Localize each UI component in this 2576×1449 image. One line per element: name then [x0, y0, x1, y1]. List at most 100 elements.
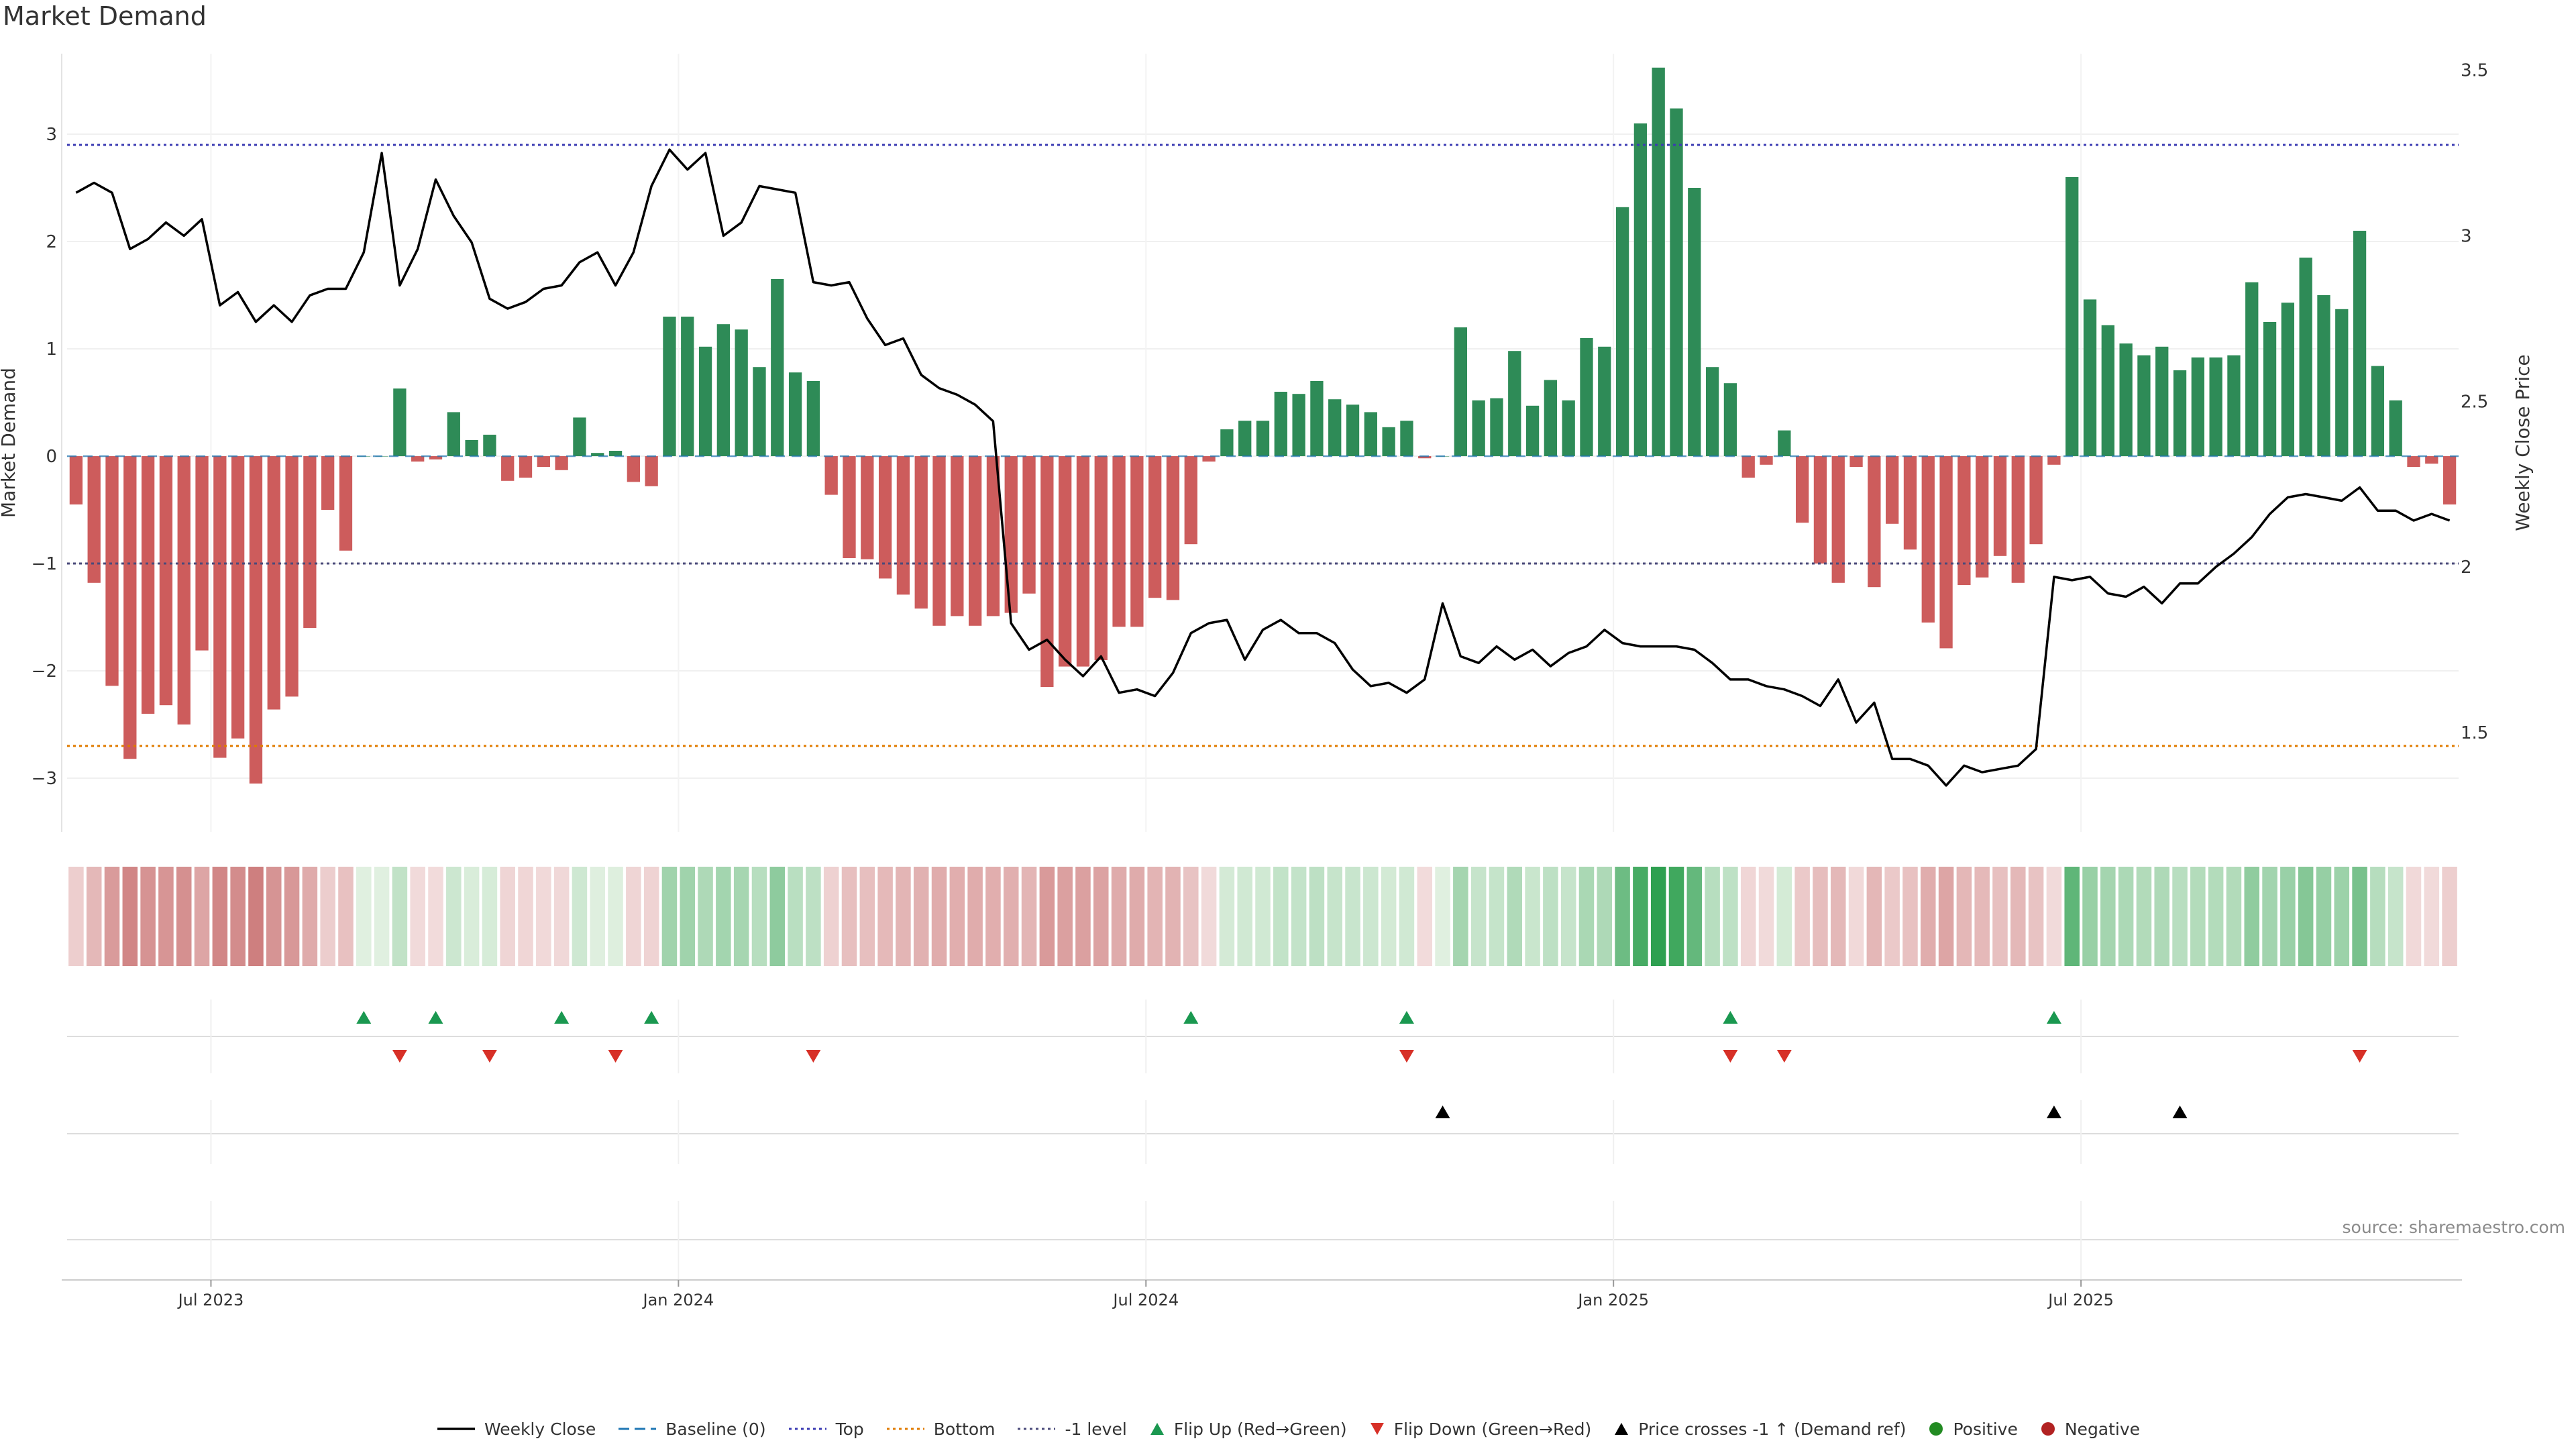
- legend-label: -1 level: [1065, 1419, 1127, 1439]
- legend-symbol: [2041, 1422, 2055, 1436]
- demand-bar: [1346, 405, 1360, 456]
- heat-cell: [680, 867, 696, 966]
- heat-cell: [1578, 867, 1595, 966]
- demand-bar: [141, 456, 155, 714]
- demand-bar: [1059, 456, 1072, 667]
- flip-up-marker: [2046, 1011, 2061, 1024]
- demand-bar: [339, 456, 353, 551]
- heat-cell: [2298, 867, 2314, 966]
- heat-cell: [2316, 867, 2332, 966]
- heat-cell: [841, 867, 857, 966]
- heat-cell: [949, 867, 965, 966]
- demand-bar: [2227, 355, 2241, 456]
- flip-down-marker: [608, 1050, 623, 1063]
- demand-bar: [1525, 405, 1540, 456]
- heat-cell: [1345, 867, 1360, 966]
- legend-symbol: [1150, 1423, 1164, 1435]
- heat-cell: [2208, 867, 2224, 966]
- demand-bar: [1544, 380, 1558, 456]
- demand-bar: [681, 317, 694, 456]
- demand-bar: [2083, 299, 2097, 456]
- heat-cell: [859, 867, 875, 966]
- demand-bar: [1615, 207, 1629, 456]
- demand-bar: [2371, 366, 2385, 456]
- demand-bar: [806, 381, 820, 456]
- heat-cell: [1956, 867, 1972, 966]
- legend-item: Positive: [1927, 1419, 2018, 1439]
- demand-bar: [1688, 188, 1701, 456]
- heat-cell: [2100, 867, 2116, 966]
- heat-cell: [140, 867, 156, 966]
- demand-bar: [447, 412, 460, 456]
- legend-item: Flip Up (Red→Green): [1148, 1419, 1347, 1439]
- heat-cell: [806, 867, 821, 966]
- heat-cell: [698, 867, 713, 966]
- heat-cell: [464, 867, 480, 966]
- heat-cell: [590, 867, 605, 966]
- demand-bar: [1670, 108, 1683, 457]
- demand-bar: [735, 329, 748, 456]
- heat-cell: [1201, 867, 1217, 966]
- legend-symbol: [1018, 1428, 1056, 1430]
- flip-up-marker: [1399, 1011, 1414, 1024]
- source-label: source: sharemaestro.com: [2342, 1218, 2566, 1237]
- demand-bar: [2191, 357, 2204, 456]
- demand-bar: [213, 456, 227, 758]
- demand-bar: [788, 372, 802, 456]
- price-cross-marker: [1435, 1106, 1450, 1118]
- demand-bar: [2299, 258, 2312, 456]
- demand-bar: [1903, 456, 1917, 550]
- legend-symbol: [1370, 1423, 1384, 1435]
- flip-down-marker: [1776, 1050, 1792, 1063]
- left-tick-label: 0: [46, 447, 57, 467]
- flip-up-marker: [428, 1011, 443, 1024]
- heat-cell: [500, 867, 515, 966]
- heat-cell: [788, 867, 803, 966]
- legend-symbol: [619, 1428, 657, 1430]
- heat-cell: [1075, 867, 1091, 966]
- demand-bar: [267, 456, 280, 710]
- demand-bar: [1418, 456, 1432, 459]
- heat-cell: [1723, 867, 1738, 966]
- demand-bar: [986, 456, 1000, 616]
- demand-bar: [753, 367, 766, 456]
- demand-bar: [1202, 456, 1216, 462]
- heat-cell: [68, 867, 84, 966]
- demand-bar: [2101, 325, 2114, 456]
- demand-bar: [249, 456, 263, 784]
- heat-cell: [2442, 867, 2457, 966]
- legend-label: Bottom: [933, 1419, 996, 1439]
- heat-cell: [392, 867, 408, 966]
- demand-bar: [1921, 456, 1935, 623]
- demand-bar: [698, 346, 712, 456]
- demand-bar: [177, 456, 191, 724]
- demand-bar: [465, 440, 478, 456]
- demand-bar: [1886, 456, 1899, 524]
- demand-bar: [1094, 456, 1108, 660]
- heat-cell: [446, 867, 462, 966]
- demand-bar: [896, 456, 910, 595]
- heat-cell: [2334, 867, 2350, 966]
- demand-bar: [483, 435, 496, 456]
- right-tick-label: 3: [2461, 226, 2472, 246]
- heat-cell: [122, 867, 138, 966]
- legend-item: -1 level: [1016, 1419, 1127, 1439]
- legend-item: Price crosses -1 ↑ (Demand ref): [1613, 1419, 1906, 1439]
- heat-cell: [2118, 867, 2134, 966]
- demand-bar: [914, 456, 928, 609]
- flip-down-marker: [806, 1050, 821, 1063]
- heat-cell: [1039, 867, 1055, 966]
- demand-bar: [105, 456, 119, 686]
- legend-item: Flip Down (Green→Red): [1368, 1419, 1591, 1439]
- demand-bar: [591, 453, 604, 456]
- heat-cell: [1489, 867, 1505, 966]
- demand-bar: [537, 456, 550, 467]
- heat-cell: [1021, 867, 1037, 966]
- demand-bar: [1220, 429, 1234, 456]
- demand-bar: [1580, 338, 1593, 456]
- heat-cell: [1560, 867, 1576, 966]
- flip-up-marker: [644, 1011, 659, 1024]
- demand-bar: [843, 456, 856, 558]
- demand-bar: [519, 456, 533, 478]
- heat-cell: [1309, 867, 1325, 966]
